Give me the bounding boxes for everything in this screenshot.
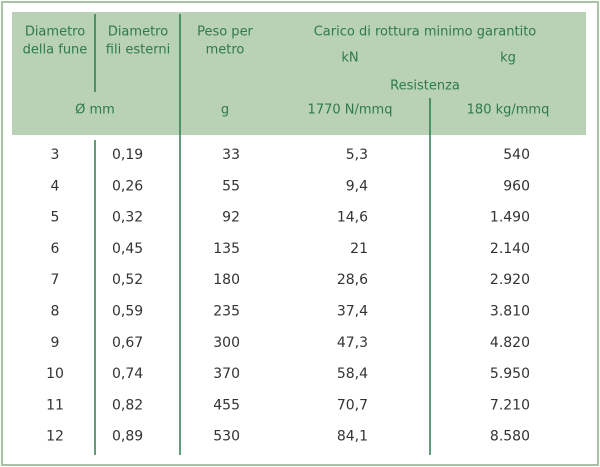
cell: 12 [46,429,64,445]
header-label: kN [341,51,358,66]
header-label: Diametro [25,25,85,40]
cell: 9,4 [346,178,368,194]
cell: 47,3 [337,335,368,351]
cell: 14,6 [337,210,368,226]
header-label: della fune [23,43,88,58]
cell: 1.490 [490,210,530,226]
cell: 0,74 [112,366,143,382]
header-label: Resistenza [390,79,460,94]
cell: 7 [51,272,60,288]
cell: 960 [503,178,530,194]
cell: 0,45 [112,241,143,257]
cell: 0,67 [112,335,143,351]
header-label: g [221,103,229,118]
cell: 33 [222,147,240,163]
cell: 3.810 [490,304,530,320]
cell: 58,4 [337,366,368,382]
cell: 6 [51,241,60,257]
header-label: Carico di rottura minimo garantito [314,25,537,40]
cell: 8.580 [490,429,530,445]
cell: 4.820 [490,335,530,351]
cell: 70,7 [337,397,368,413]
header-band [12,12,586,135]
cell: 135 [213,241,240,257]
cell: 0,82 [112,397,143,413]
header-label: Diametro [108,25,168,40]
header-label: 180 kg/mmq [467,103,550,118]
cell: 0,26 [112,178,143,194]
header-label: Peso per [197,25,253,40]
cell: 10 [46,366,64,382]
cell: 7.210 [490,397,530,413]
header-label: Ø mm [75,103,115,118]
cell: 370 [213,366,240,382]
cell: 37,4 [337,304,368,320]
cell: 9 [51,335,60,351]
cell: 55 [222,178,240,194]
cell: 180 [213,272,240,288]
cell: 3 [51,147,60,163]
header-label: 1770 N/mmq [308,103,393,118]
header-label: fili esterni [106,43,170,58]
cell: 540 [503,147,530,163]
cell: 0,89 [112,429,143,445]
cell: 455 [213,397,240,413]
header-label: kg [500,51,516,66]
cell: 0,32 [112,210,143,226]
cell: 5,3 [346,147,368,163]
header-label: metro [206,43,245,58]
cell: 2.140 [490,241,530,257]
cell: 2.920 [490,272,530,288]
cell: 0,19 [112,147,143,163]
cell: 4 [51,178,60,194]
cell: 5.950 [490,366,530,382]
cell: 92 [222,210,240,226]
rules [94,14,431,455]
cell: 21 [350,241,368,257]
cell: 300 [213,335,240,351]
cell: 5 [51,210,60,226]
cell: 8 [51,304,60,320]
cell: 28,6 [337,272,368,288]
cell: 0,59 [112,304,143,320]
cell: 84,1 [337,429,368,445]
cell: 530 [213,429,240,445]
cell: 11 [46,397,64,413]
cell: 235 [213,304,240,320]
cell: 0,52 [112,272,143,288]
